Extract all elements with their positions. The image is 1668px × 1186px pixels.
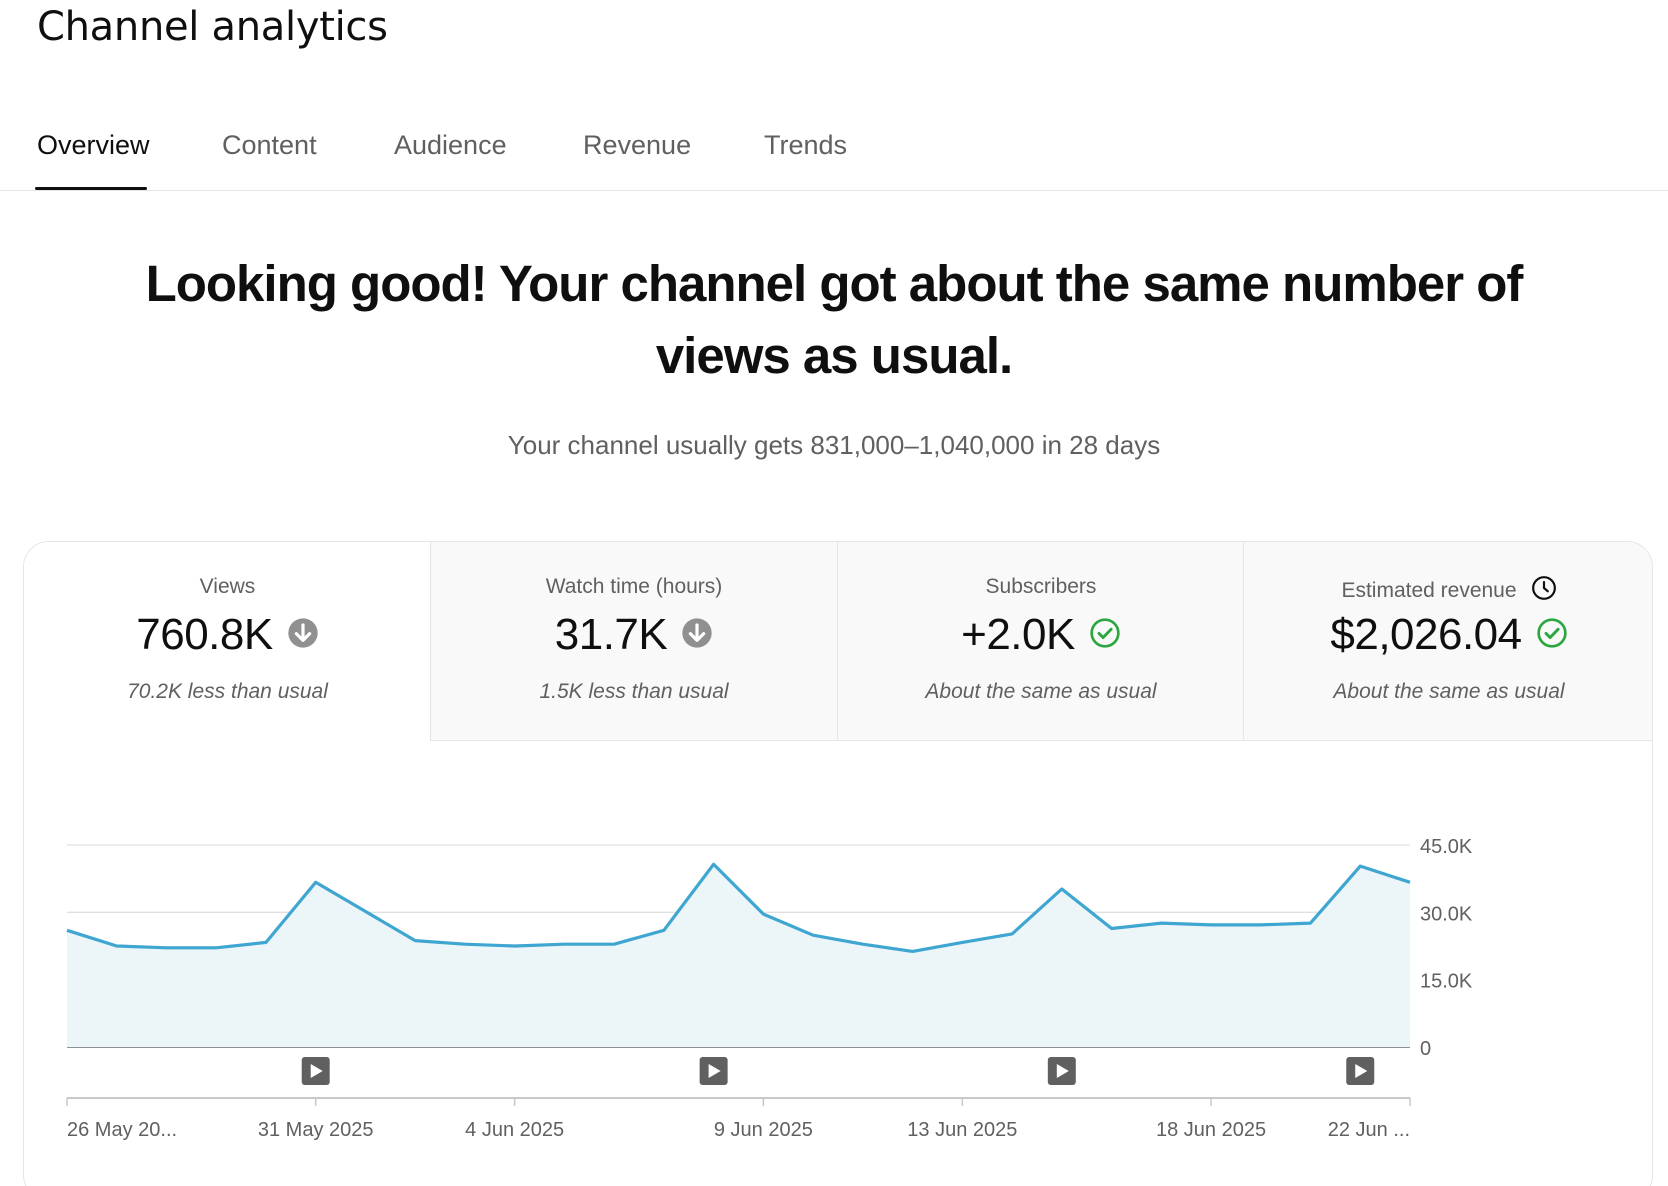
data-point: [1208, 922, 1214, 928]
y-tick-label: 15.0K: [1420, 971, 1473, 993]
data-point: [1158, 920, 1164, 926]
x-tick-label: 4 Jun 2025: [465, 1119, 564, 1141]
page-title: Channel analytics: [37, 4, 388, 50]
x-tick-label: 22 Jun ...: [1328, 1119, 1410, 1141]
data-point: [462, 941, 468, 947]
x-tick-label: 13 Jun 2025: [907, 1119, 1017, 1141]
video-marker-icon[interactable]: [699, 1057, 728, 1085]
summary-subline: Your channel usually gets 831,000–1,040,…: [507, 430, 1161, 460]
data-point: [163, 945, 169, 951]
metric-label: Views: [199, 575, 256, 598]
tab-bar: Overview Content Audience Revenue Trends: [0, 118, 1668, 191]
data-point: [760, 911, 766, 917]
data-point: [1258, 922, 1264, 928]
data-point: [810, 932, 816, 938]
tab-overview[interactable]: Overview: [37, 130, 150, 160]
data-point: [1009, 931, 1015, 937]
data-point: [1308, 920, 1314, 926]
data-point: [611, 941, 617, 947]
data-point: [910, 948, 916, 954]
x-tick-label: 26 May 20...: [67, 1119, 177, 1141]
video-marker-icon[interactable]: [1346, 1057, 1375, 1085]
metric-tab-estimated-revenue[interactable]: Estimated revenue $2,026.04 About the sa…: [1243, 542, 1652, 741]
metric-tab-views[interactable]: Views 760.8K 70.2K less than usual: [24, 542, 431, 741]
metric-value: 31.7K: [554, 610, 668, 659]
metric-label: Subscribers: [985, 575, 1097, 598]
data-point: [512, 943, 518, 949]
data-point: [1407, 879, 1413, 885]
video-marker-icon[interactable]: [1047, 1057, 1076, 1085]
metric-value: 760.8K: [136, 610, 273, 659]
arrow-down-circle-icon: [681, 617, 713, 654]
metrics-card: Views 760.8K 70.2K less than usual Watch…: [23, 541, 1653, 1186]
video-marker-icon[interactable]: [301, 1057, 330, 1085]
series-area: [67, 864, 1410, 1047]
data-point: [213, 945, 219, 951]
metric-note: 1.5K less than usual: [539, 680, 729, 703]
data-point: [561, 941, 567, 947]
y-tick-label: 0: [1420, 1038, 1431, 1060]
check-circle-icon: [1089, 617, 1121, 654]
data-point: [263, 939, 269, 945]
metric-note: About the same as usual: [1333, 680, 1565, 703]
metric-note: 70.2K less than usual: [127, 680, 328, 703]
metric-label: Watch time (hours): [545, 575, 723, 598]
x-tick-label: 31 May 2025: [258, 1119, 374, 1141]
x-tick-label: 9 Jun 2025: [714, 1119, 813, 1141]
data-point: [860, 941, 866, 947]
data-point: [412, 938, 418, 944]
metric-value: +2.0K: [961, 610, 1075, 659]
summary-headline: Looking good! Your channel got about the…: [145, 255, 1524, 384]
data-point: [661, 927, 667, 933]
views-area-chart[interactable]: 0 15.0K 30.0K 45.0K 26 May 20... 31 May 2025 4…: [24, 542, 1653, 1186]
tab-audience[interactable]: Audience: [394, 130, 507, 160]
data-point: [114, 943, 120, 949]
series-line: [66, 862, 1411, 953]
data-point: [1357, 863, 1363, 869]
x-tick-label: 18 Jun 2025: [1156, 1119, 1266, 1141]
tab-trends[interactable]: Trends: [764, 130, 848, 160]
data-point: [362, 908, 368, 914]
check-circle-icon: [1536, 617, 1568, 654]
active-tab-indicator: [35, 187, 147, 190]
data-point: [959, 939, 965, 945]
y-tick-label: 30.0K: [1420, 903, 1473, 925]
data-point: [313, 879, 319, 885]
clock-icon[interactable]: [1531, 575, 1557, 607]
metric-value: $2,026.04: [1330, 610, 1522, 659]
data-point: [1059, 886, 1065, 892]
metric-label: Estimated revenue: [1341, 579, 1517, 602]
tab-revenue[interactable]: Revenue: [583, 130, 692, 160]
metric-tab-watch-time[interactable]: Watch time (hours) 31.7K 1.5K less than …: [430, 542, 837, 741]
y-tick-label: 45.0K: [1420, 836, 1473, 858]
tab-content[interactable]: Content: [222, 130, 317, 160]
data-point: [711, 861, 717, 867]
metric-tab-subscribers[interactable]: Subscribers +2.0K About the same as usua…: [837, 542, 1244, 741]
data-point: [1109, 925, 1115, 931]
metric-note: About the same as usual: [925, 680, 1157, 703]
arrow-down-circle-icon: [287, 617, 319, 654]
data-point: [64, 927, 70, 933]
